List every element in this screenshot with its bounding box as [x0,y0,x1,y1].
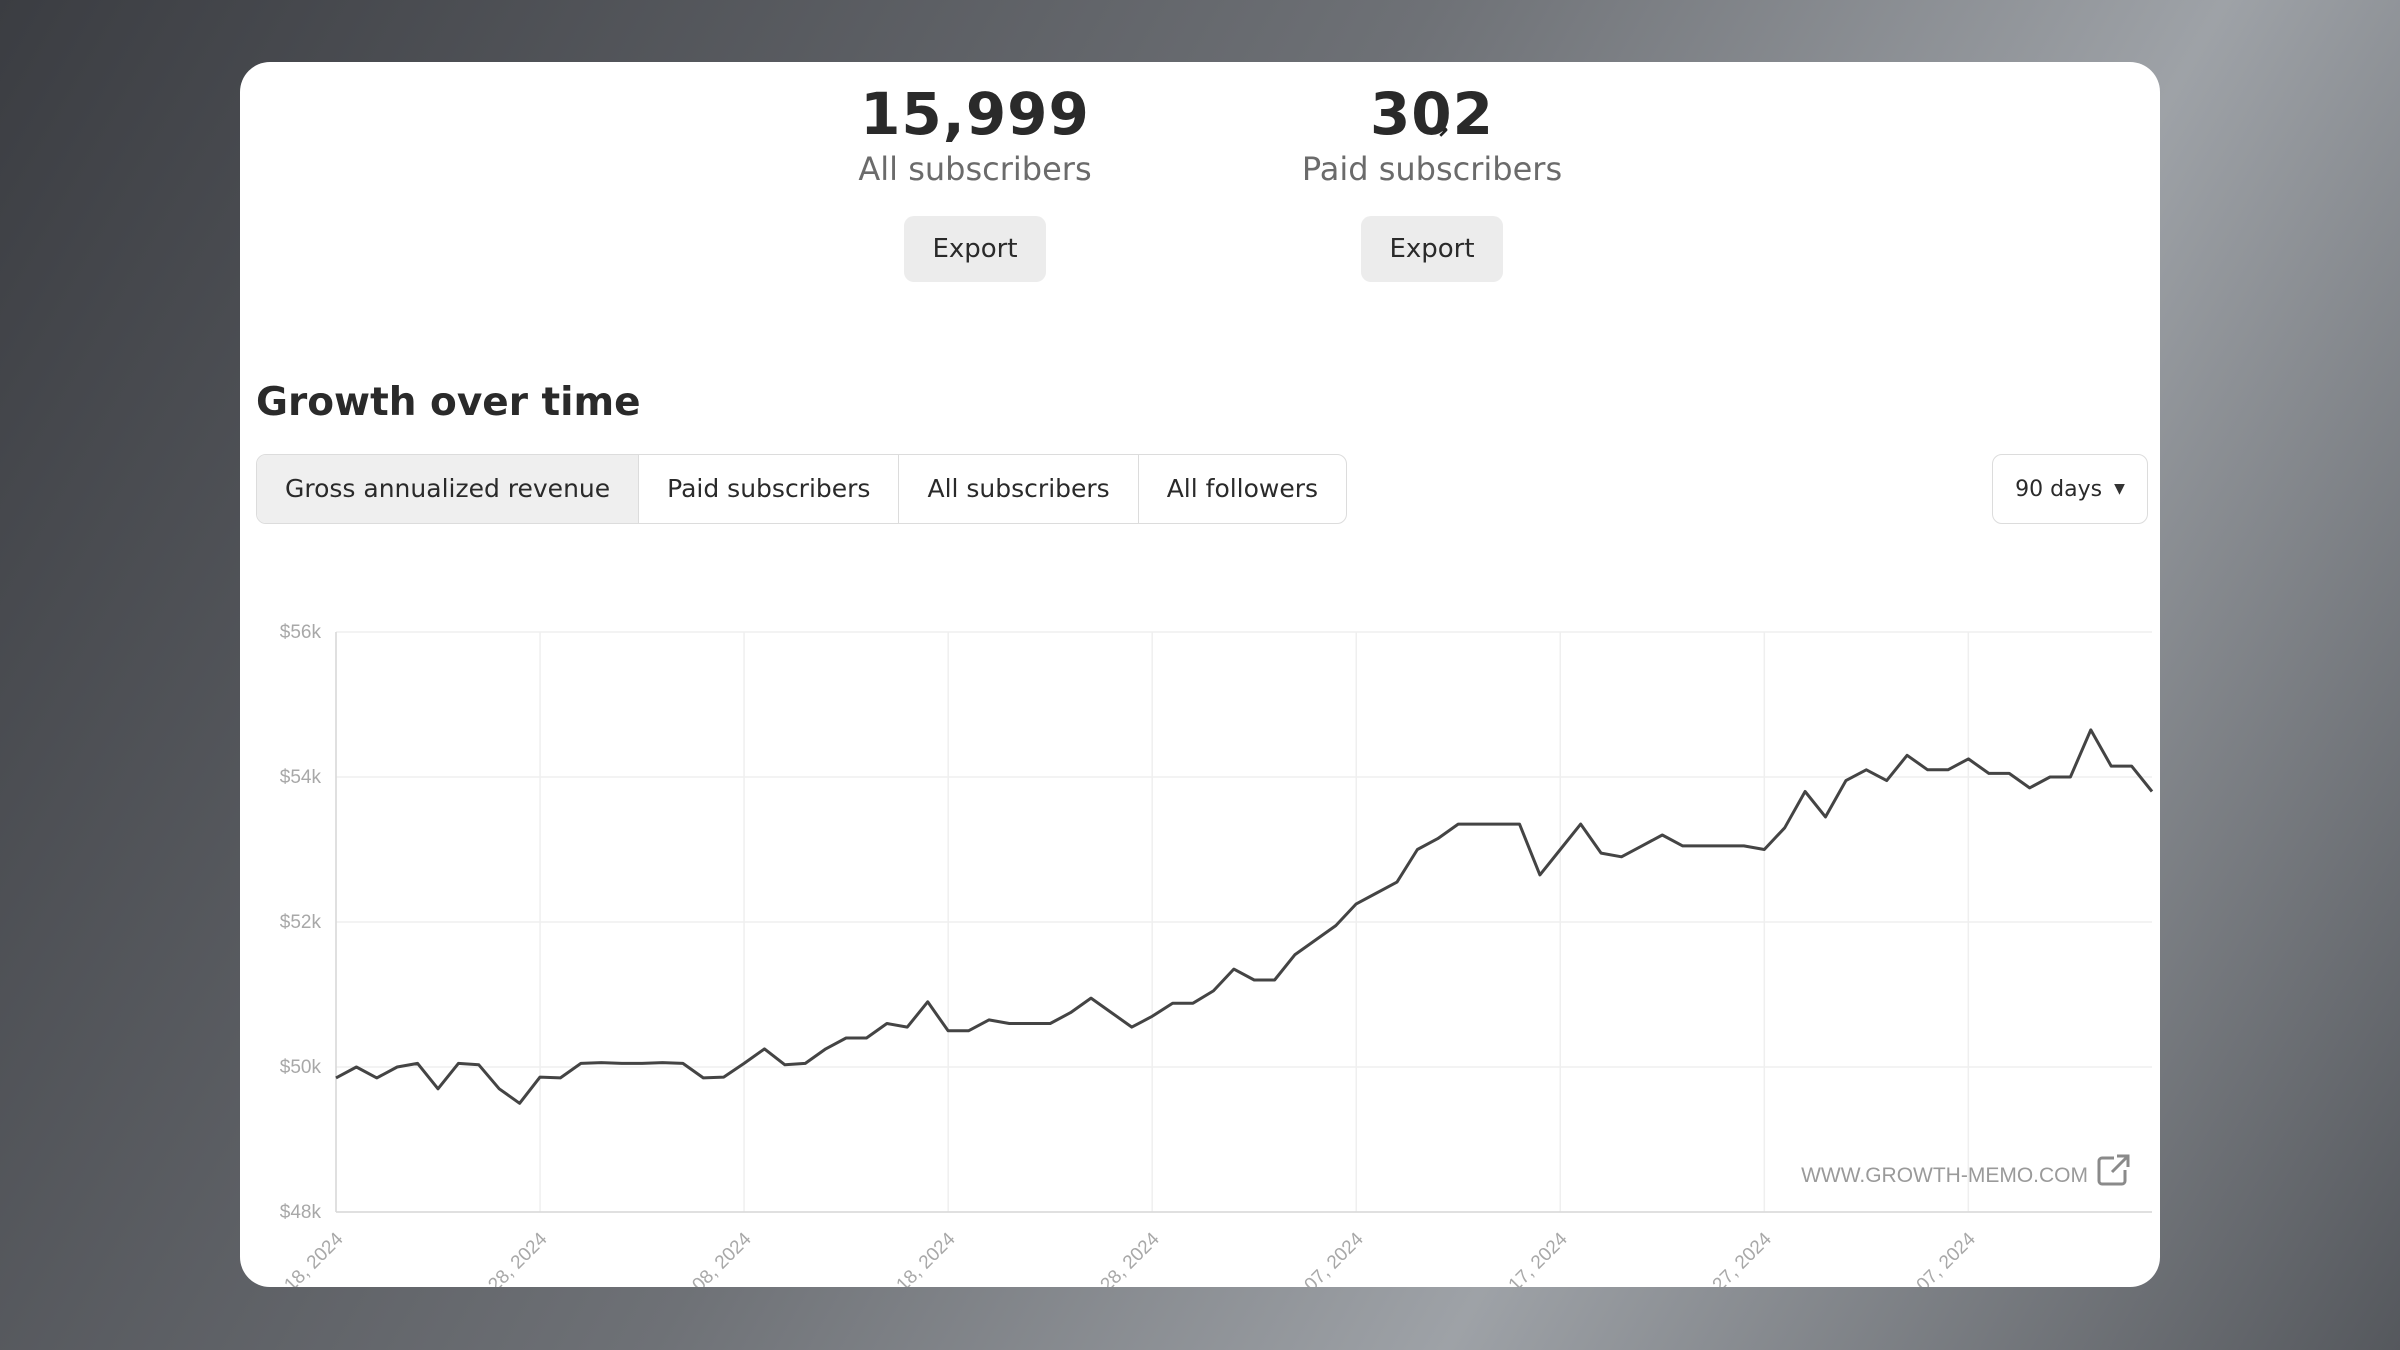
paid-subscribers-stat: 302 Paid subscribers Export [1272,72,1592,283]
revenue-line-chart: $48k $50k $52k $54k $56k Sep 18, 2024 Sep 28, … [253,622,2154,1287]
date-range-select[interactable]: 90 days ▼ [1992,454,2148,524]
x-tick-label: Oct 28, 2024 [1072,1228,1164,1287]
external-link-icon [2097,1154,2130,1186]
x-tick-label: Oct 18, 2024 [868,1228,960,1287]
tab-paid-subscribers[interactable]: Paid subscribers [639,455,900,523]
y-tick-label: $56k [280,622,322,643]
x-tick-label: Oct 08, 2024 [664,1228,756,1287]
x-tick-label: Nov 27, 2024 [1681,1228,1776,1287]
paid-subscribers-label: Paid subscribers [1301,150,1563,189]
section-title: Growth over time [256,380,641,425]
date-range-value: 90 days [2015,476,2103,502]
x-tick-label: Nov 17, 2024 [1477,1228,1572,1287]
y-tick-label: $54k [280,767,322,788]
watermark-text: WWW.GROWTH-MEMO.COM [1801,1164,2088,1187]
y-tick-label: $50k [280,1057,322,1078]
export-paid-subscribers-button[interactable]: Export [1361,216,1503,283]
tab-all-subscribers[interactable]: All subscribers [899,455,1139,523]
dashboard-card: 15,999 All subscribers Export → 302 Paid… [240,62,2160,1287]
x-tick-label: Sep 18, 2024 [253,1228,348,1287]
metric-tabs: Gross annualized revenue Paid subscriber… [256,454,1348,524]
all-subscribers-count: 15,999 [860,80,1090,148]
all-subscribers-label: All subscribers [858,150,1092,189]
arrow-right-icon: → [1422,110,1449,148]
export-all-subscribers-button[interactable]: Export [904,216,1046,283]
x-tick-label: Nov 07, 2024 [1273,1228,1368,1287]
y-tick-label: $52k [280,912,322,933]
x-tick-label: Dec 07, 2024 [1885,1228,1980,1287]
y-tick-label: $48k [280,1202,322,1223]
caret-down-icon: ▼ [2114,481,2125,497]
all-subscribers-stat: 15,999 All subscribers Export [815,72,1135,283]
tab-gross-annualized-revenue[interactable]: Gross annualized revenue [257,455,640,523]
series-line [335,728,2154,1105]
x-tick-label: Sep 28, 2024 [457,1228,552,1287]
paid-subscribers-count: 302 [1369,80,1495,148]
tab-all-followers[interactable]: All followers [1166,474,1319,503]
